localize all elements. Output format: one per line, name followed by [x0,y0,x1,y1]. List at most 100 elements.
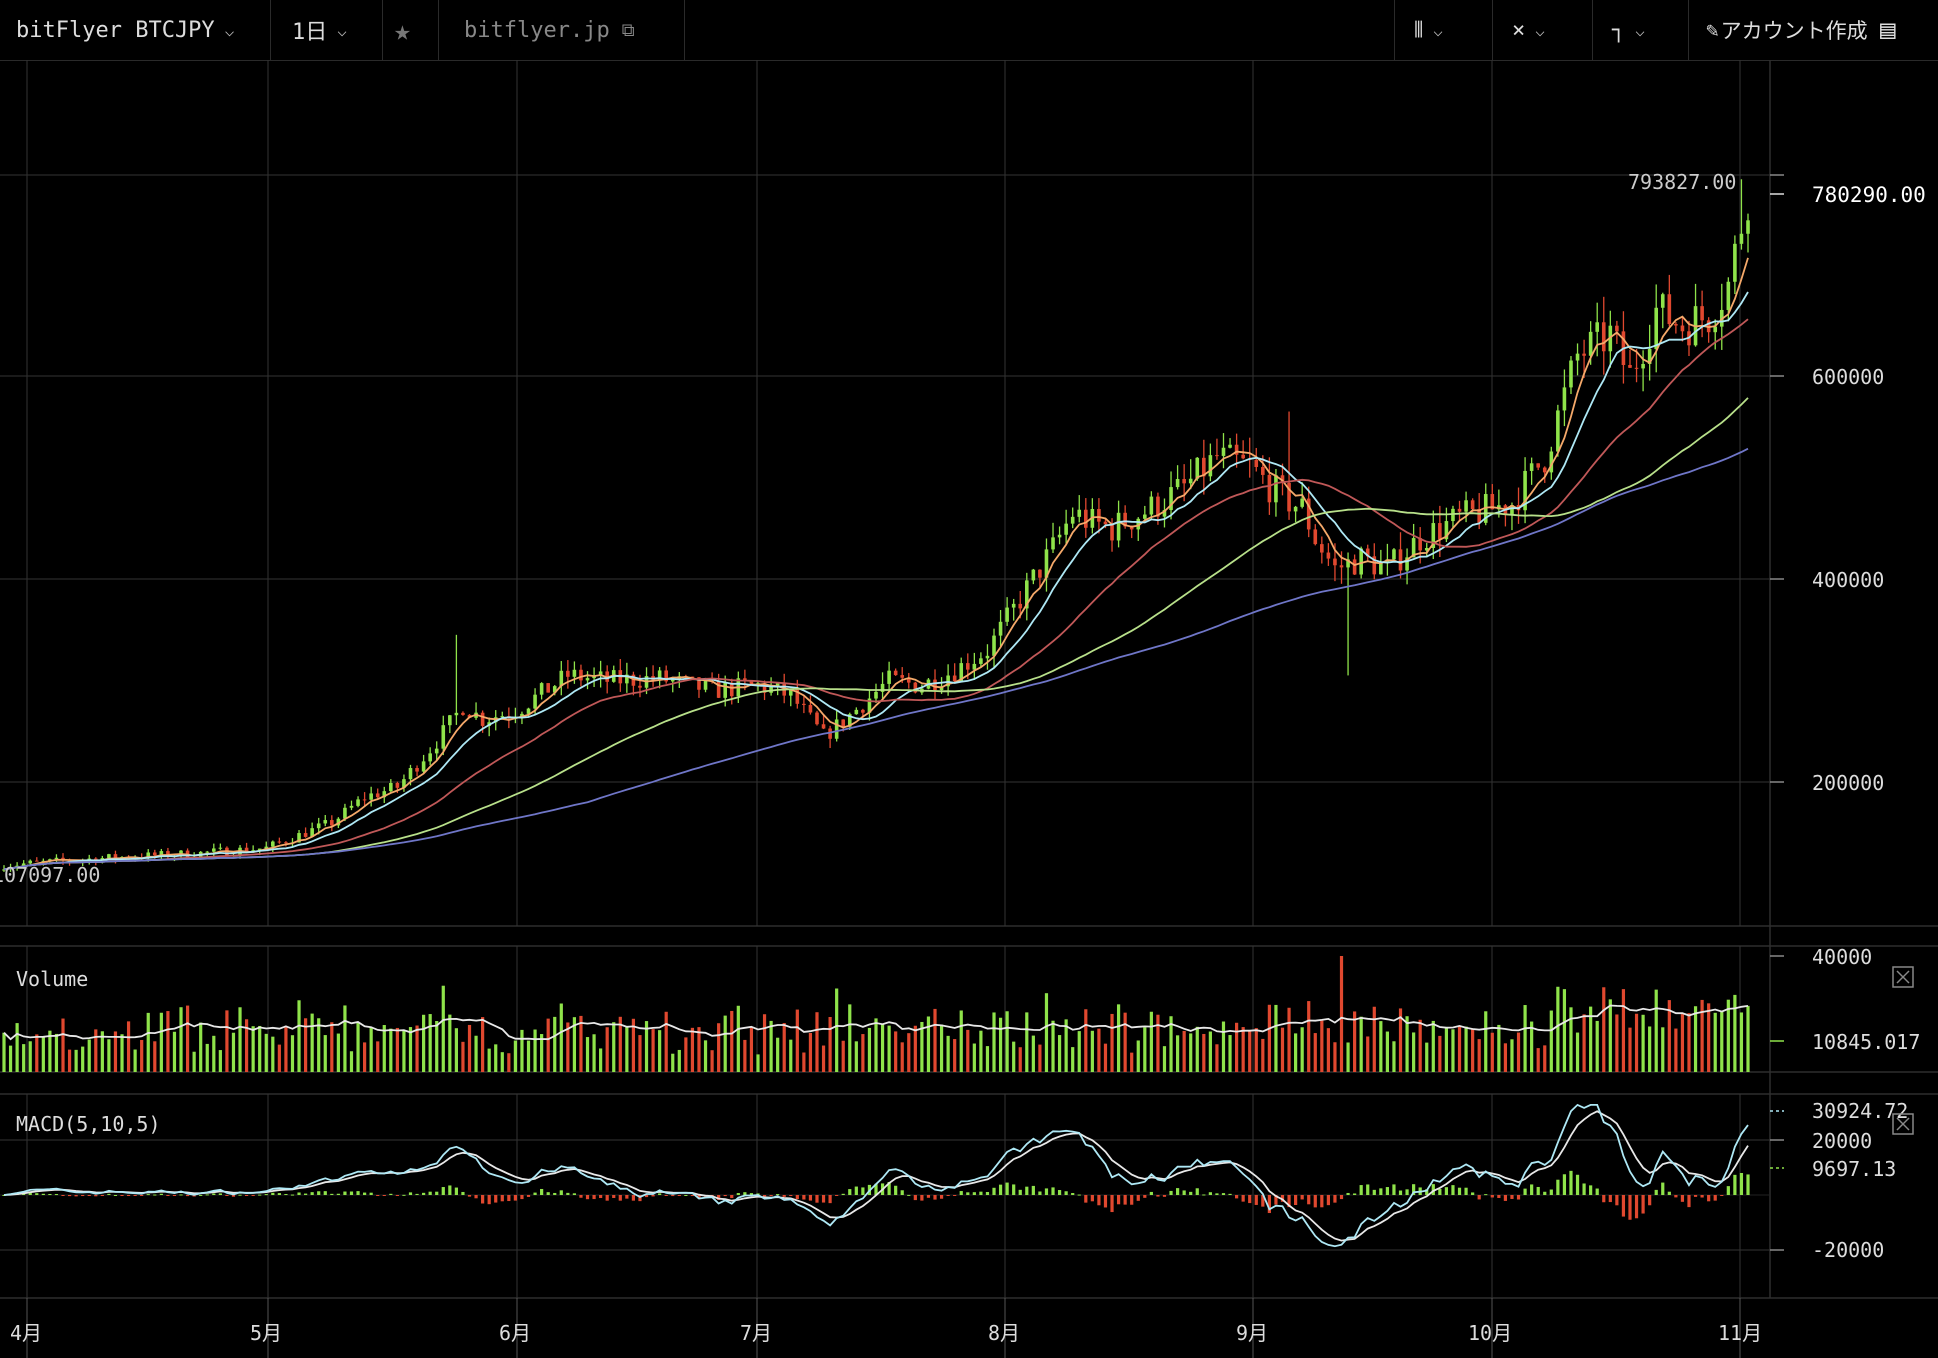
macd-histogram-bar [87,1195,91,1196]
macd-histogram-bar [382,1195,386,1196]
macd-histogram-bar [238,1194,242,1196]
volume-bar [1687,1013,1691,1072]
candle-body [1379,562,1383,575]
volume-bar [1044,993,1049,1072]
volume-current-label: 10845.017 [1812,1030,1920,1054]
candle-body [244,847,249,852]
macd-histogram-bar [520,1195,524,1200]
candle-body [303,833,308,837]
star-icon[interactable]: ★ [394,13,411,47]
macd-histogram-bar [900,1190,904,1195]
volume-bar [507,1053,511,1072]
price-axis-label: 600000 [1812,365,1884,389]
macd-histogram-bar [1307,1195,1311,1205]
interval-selector[interactable]: 1日 ⌵ [292,0,347,60]
macd-histogram-bar [631,1195,636,1201]
volume-bar [1530,1021,1534,1072]
candle-body [1123,512,1127,527]
macd-histogram-bar [966,1192,970,1195]
volume-bar [782,1023,786,1072]
volume-bar [382,1025,386,1072]
account-button[interactable]: ✎ アカウント作成 [1706,0,1868,60]
macd-histogram-bar [369,1192,373,1195]
macd-histogram-bar [1575,1174,1580,1195]
macd-histogram-bar [1661,1182,1665,1195]
volume-bar [1208,1031,1212,1072]
macd-histogram-bar [363,1192,367,1195]
volume-bar [513,1040,517,1072]
volume-bar [743,1039,747,1072]
candle-body [874,691,878,699]
candle-body [48,859,52,861]
volume-bar [1280,1027,1285,1072]
chart-type-selector[interactable]: ⫴ ⌵ [1414,0,1443,60]
volume-bar [1254,1028,1258,1072]
volume-bar [74,1049,78,1072]
candle-body [1169,487,1173,511]
volume-bar [422,1014,426,1072]
macd-signal-line [3,1110,1749,1242]
macd-histogram-bar [35,1193,39,1195]
site-label: bitflyer.jp [464,17,610,43]
candle-body [1457,508,1462,512]
macd-histogram-bar [48,1193,52,1195]
candle-body [1424,547,1429,551]
candle-body [788,689,793,696]
volume-bar [166,1011,170,1072]
indicator-selector[interactable]: ⨯ ⌵ [1512,0,1545,60]
macd-histogram-bar [1064,1191,1068,1195]
candle-body [552,686,557,693]
macd-histogram-bar [1123,1195,1127,1205]
volume-bar [900,1042,904,1072]
volume-axis-label: 40000 [1812,945,1872,969]
volume-bar [225,1010,229,1072]
macd-histogram-bar [1549,1189,1553,1195]
volume-bar [1680,1014,1685,1072]
macd-histogram-bar [172,1195,177,1196]
candle-body [205,851,210,853]
candle-body [1326,552,1331,559]
macd-histogram-bar [1648,1195,1652,1206]
macd-histogram-bar [1280,1195,1285,1202]
volume-bar [212,1035,216,1072]
macd-histogram-bar [1484,1194,1488,1196]
macd-histogram-bar [1103,1195,1108,1208]
volume-bar [218,1050,222,1072]
volume-bar [185,1005,190,1072]
macd-histogram-bar [1457,1187,1462,1195]
macd-histogram-bar [658,1193,662,1195]
volume-bar [572,1017,577,1072]
close-icon[interactable] [1892,1113,1914,1135]
macd-histogram-bar [1569,1170,1573,1195]
candle-body [1588,331,1593,356]
pencil-icon: ✎ [1706,18,1719,42]
close-icon[interactable] [1892,966,1914,988]
macd-histogram-bar [1084,1195,1088,1203]
volume-bar [107,1039,111,1072]
macd-histogram-bar [612,1195,616,1198]
time-axis-label: 11月 [1718,1321,1762,1345]
volume-bar [61,1018,65,1072]
macd-histogram-bar [1228,1193,1232,1195]
macd-histogram-bar [146,1194,150,1196]
macd-histogram-bar [231,1195,236,1197]
macd-histogram-bar [1346,1192,1350,1195]
candle-body [1490,494,1495,510]
candle-body [375,793,380,798]
volume-bar [1025,1012,1029,1072]
macd-histogram-bar [1057,1190,1062,1195]
site-link[interactable]: bitflyer.jp ⧉ [464,0,635,60]
volume-bar [1595,1020,1599,1072]
volume-bar [1713,1012,1717,1072]
macd-histogram-bar [1405,1189,1409,1195]
symbol-selector[interactable]: bitFlyer BTCJPY ⌵ [16,0,234,60]
candle-body [900,675,905,678]
volume-bar [1516,1032,1521,1072]
line-style-selector[interactable]: ┐ ⌵ [1612,0,1645,60]
volume-bar [251,1026,255,1072]
low-price-label: 107097.00 [0,863,100,887]
volume-bar [566,1022,570,1072]
candle-body [1018,603,1023,609]
chart-settings-icon[interactable]: ▤ [1880,15,1896,45]
